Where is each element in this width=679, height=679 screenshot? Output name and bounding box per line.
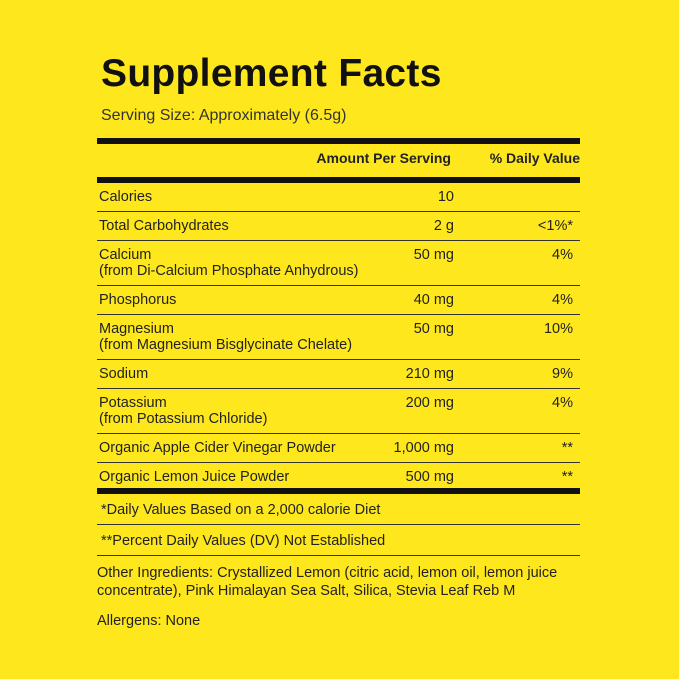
nutrient-name: Calories	[99, 189, 153, 205]
nutrient-name: Sodium	[99, 366, 149, 382]
table-row: Organic Apple Cider Vinegar Powder 1,000 …	[97, 434, 580, 463]
divider	[97, 177, 580, 183]
table-row: Calories 10	[97, 183, 580, 212]
daily-value: **	[561, 440, 573, 456]
column-title: Amount Per Serving	[316, 150, 451, 166]
nutrient-source: (from Magnesium Bisglycinate Chelate)	[99, 337, 353, 353]
amount: 2 g	[433, 218, 454, 234]
daily-value: 4%	[552, 247, 573, 263]
table-row: Potassium (from Potassium Chloride) 200 mg…	[97, 389, 580, 434]
title: Supplement Facts	[101, 52, 442, 95]
nutrient-name: Total Carbohydrates	[99, 218, 229, 234]
table-row: Sodium 210 mg 9%	[97, 360, 580, 389]
nutrient-name: Organic Lemon Juice Powder	[99, 469, 290, 485]
footnote: **Percent Daily Values (DV) Not Establis…	[97, 525, 580, 556]
table-row: Calcium (from Di-Calcium Phosphate Anhydr…	[97, 241, 580, 286]
daily-value: 9%	[552, 366, 573, 382]
amount: 210 mg	[405, 366, 454, 382]
table-row: Total Carbohydrates 2 g <1%*	[97, 212, 580, 241]
table: Calories 10 Total Carbohydrates 2 g <1%* Calc…	[97, 183, 580, 491]
nutrient-name: Organic Apple Cider Vinegar Powder	[99, 440, 336, 456]
amount: 50 mg	[413, 321, 454, 337]
divider	[97, 488, 580, 494]
nutrient-source: (from Di-Calcium Phosphate Anhydrous)	[99, 263, 359, 279]
nutrient-name: Calcium	[99, 247, 152, 263]
daily-value: 4%	[552, 292, 573, 308]
table-row: Magnesium (from Magnesium Bisglycinate Ch…	[97, 315, 580, 360]
amount: 50 mg	[413, 247, 454, 263]
divider	[97, 138, 580, 144]
amount: 1,000 mg	[393, 440, 454, 456]
footer: *Daily Values Based on a 2,000 calorie D…	[97, 494, 580, 634]
table-row: Organic Lemon Juice Powder 500 mg **	[97, 463, 580, 491]
nutrient-name: Phosphorus	[99, 292, 177, 308]
amount: 200 mg	[405, 395, 454, 411]
nutrient-source: (from Potassium Chloride)	[99, 411, 268, 427]
amount: 500 mg	[405, 469, 454, 485]
daily-value: 10%	[543, 321, 573, 337]
serving-size: Serving Size: Approximately (6.5g)	[101, 107, 347, 124]
footnote: *Daily Values Based on a 2,000 calorie D…	[97, 494, 580, 525]
other-ingredients: Other Ingredients: Crystallized Lemon (c…	[97, 565, 558, 599]
amount: 40 mg	[413, 292, 454, 308]
allergens: Allergens: None	[97, 613, 201, 629]
column-header: Amount Per Serving % Daily Value	[97, 150, 580, 168]
nutrient-name: Magnesium	[99, 321, 174, 337]
daily-value: 4%	[552, 395, 573, 411]
daily-value: <1%*	[537, 218, 573, 234]
column-title: % Daily Value	[489, 150, 580, 166]
table-row: Phosphorus 40 mg 4%	[97, 286, 580, 315]
amount: 10	[437, 189, 454, 205]
nutrient-name: Potassium	[99, 395, 167, 411]
daily-value: **	[561, 469, 573, 485]
